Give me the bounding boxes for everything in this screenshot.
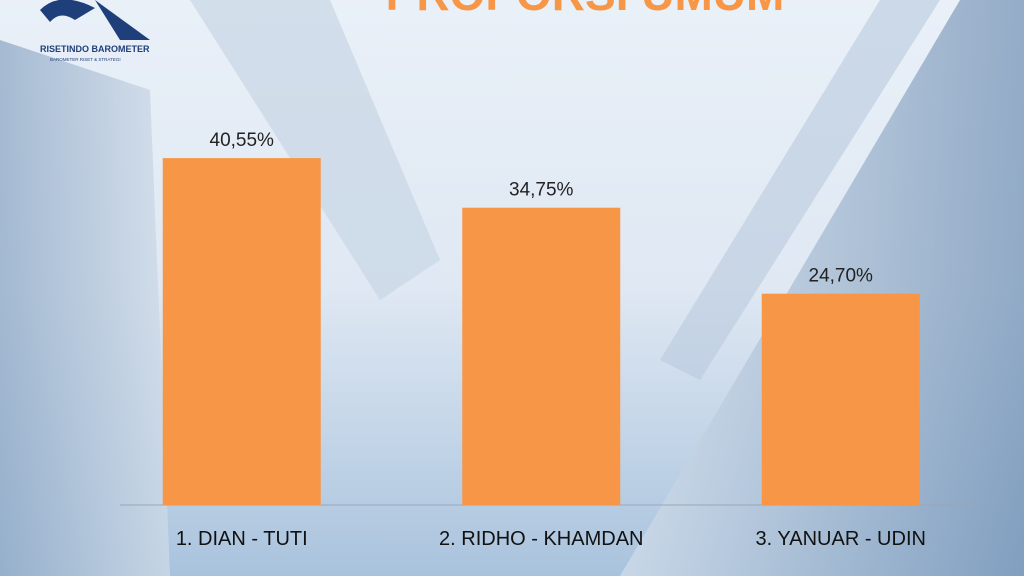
chart-title: PROPORSI UMUM	[386, 0, 785, 20]
bar	[761, 293, 920, 505]
value-label: 24,70%	[809, 266, 874, 287]
building	[190, 0, 440, 300]
logo-mark	[40, 0, 95, 22]
x-tick-label: 3. YANUAR - UDIN	[756, 528, 926, 550]
logo-name: RISETINDO BAROMETER	[40, 44, 150, 54]
logo-tagline: BAROMETER RISET & STRATEGI	[50, 57, 121, 62]
bar	[162, 158, 321, 505]
x-tick-label: 2. RIDHO - KHAMDAN	[439, 528, 643, 550]
bar	[462, 207, 621, 505]
logo: RISETINDO BAROMETER BAROMETER RISET & ST…	[40, 0, 150, 62]
value-label: 40,55%	[210, 130, 275, 151]
value-label: 34,75%	[509, 180, 574, 201]
building	[660, 0, 940, 380]
building	[620, 0, 1024, 576]
logo-mark	[95, 0, 150, 40]
x-tick-label: 1. DIAN - TUTI	[176, 528, 308, 550]
building	[0, 40, 170, 576]
